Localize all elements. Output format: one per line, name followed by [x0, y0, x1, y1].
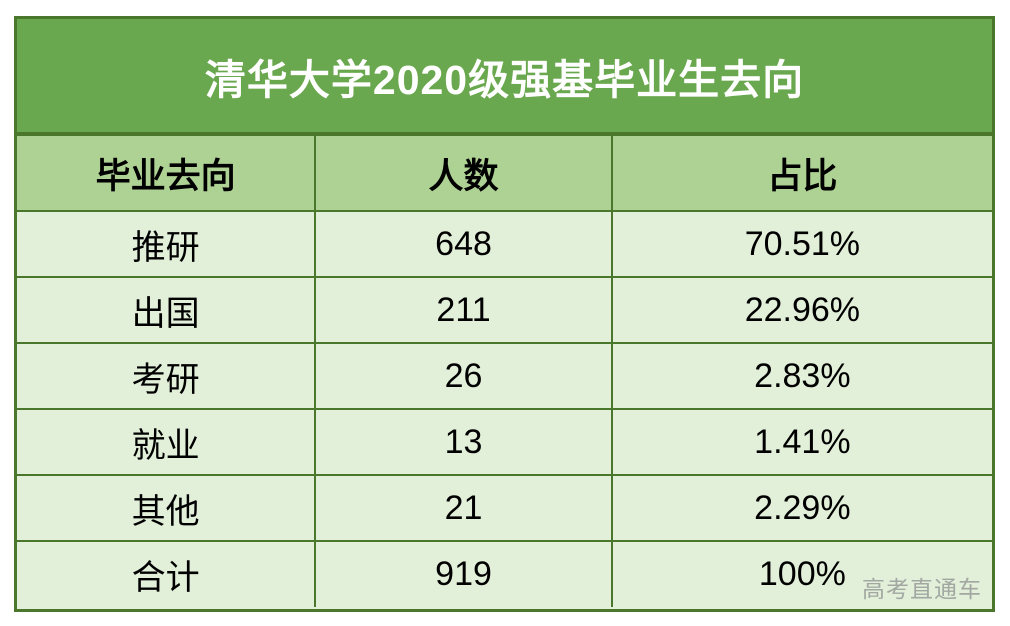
cell-count: 648: [314, 210, 613, 278]
cell-category: 出国: [17, 276, 317, 344]
cell-percent: 22.96%: [610, 276, 992, 344]
cell-percent: 2.83%: [610, 342, 992, 410]
table-title-bar: 清华大学2020级强基毕业生去向: [17, 19, 992, 134]
destination-table: 毕业去向 人数 占比 推研 648 70.51% 出国 211 22.96% 考…: [17, 134, 992, 607]
cell-category: 其他: [17, 474, 317, 542]
table-row: 考研 26 2.83%: [17, 342, 992, 410]
cell-category: 合计: [17, 540, 317, 607]
cell-count: 21: [314, 474, 613, 542]
table-row-total: 合计 919 100%: [17, 540, 992, 607]
table-row: 推研 648 70.51%: [17, 210, 992, 278]
cell-count: 211: [314, 276, 613, 344]
table-row: 就业 13 1.41%: [17, 408, 992, 476]
header-cell-count: 人数: [314, 134, 613, 212]
cell-percent: 70.51%: [610, 210, 992, 278]
header-cell-destination: 毕业去向: [17, 134, 317, 212]
table-row: 其他 21 2.29%: [17, 474, 992, 542]
cell-category: 推研: [17, 210, 317, 278]
header-row: 毕业去向 人数 占比: [17, 134, 992, 212]
table-row: 出国 211 22.96%: [17, 276, 992, 344]
watermark: 高考直通车: [862, 576, 982, 602]
header-cell-percent: 占比: [610, 134, 992, 212]
destination-table-card: 清华大学2020级强基毕业生去向 毕业去向 人数 占比 推研 648 70.51…: [14, 16, 995, 612]
cell-category: 考研: [17, 342, 317, 410]
cell-percent: 1.41%: [610, 408, 992, 476]
cell-percent: 100%: [610, 540, 992, 607]
cell-count: 26: [314, 342, 613, 410]
cell-count: 919: [314, 540, 613, 607]
cell-category: 就业: [17, 408, 317, 476]
cell-count: 13: [314, 408, 613, 476]
cell-percent: 2.29%: [610, 474, 992, 542]
table-title: 清华大学2020级强基毕业生去向: [204, 56, 805, 103]
